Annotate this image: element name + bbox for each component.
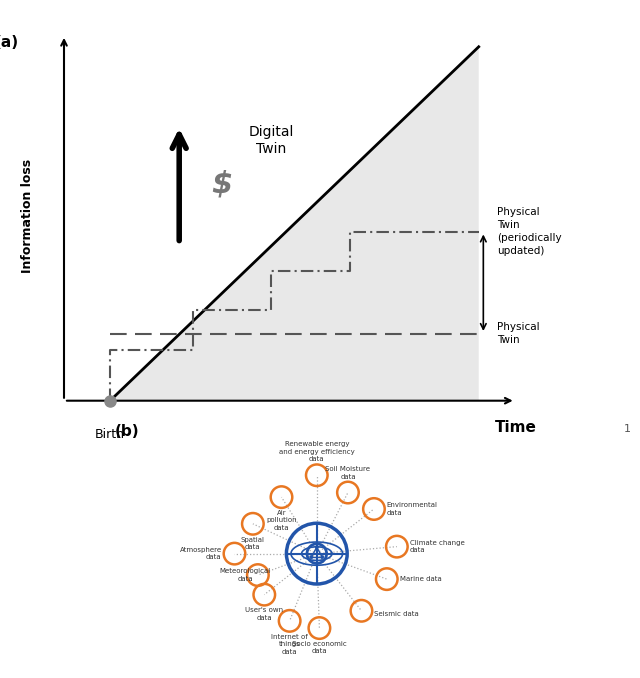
Text: Environmental
data: Environmental data: [387, 502, 438, 516]
Circle shape: [316, 546, 318, 549]
Text: User's own
data: User's own data: [245, 607, 284, 621]
Text: Air
pollution
data: Air pollution data: [266, 510, 297, 531]
Text: Birth: Birth: [95, 428, 125, 441]
Text: (a): (a): [0, 35, 19, 50]
Text: Physical
Twin: Physical Twin: [497, 322, 540, 346]
Text: 1: 1: [623, 424, 630, 434]
Text: Soil Moisture
data: Soil Moisture data: [326, 466, 371, 480]
Text: Spatial
data: Spatial data: [241, 536, 265, 550]
Text: $: $: [211, 170, 233, 199]
Text: Climate change
data: Climate change data: [410, 540, 465, 553]
Text: Socio economic
data: Socio economic data: [292, 641, 347, 654]
Text: Marine data: Marine data: [399, 576, 441, 582]
Polygon shape: [110, 47, 479, 401]
Circle shape: [321, 555, 324, 559]
Text: Internet of
things
data: Internet of things data: [271, 634, 308, 654]
Text: (b): (b): [115, 424, 140, 439]
Text: Atmosphere
data: Atmosphere data: [180, 547, 221, 561]
Text: Digital
Twin: Digital Twin: [249, 125, 294, 156]
Text: Renewable energy
and energy efficiency
data: Renewable energy and energy efficiency d…: [279, 441, 355, 462]
Text: Meteorological
data: Meteorological data: [220, 568, 271, 582]
Text: Physical
Twin
(periodically
updated): Physical Twin (periodically updated): [497, 207, 562, 256]
Circle shape: [310, 555, 313, 559]
Text: Information loss: Information loss: [20, 159, 34, 273]
Text: Time: Time: [495, 420, 536, 435]
Text: Seismic data: Seismic data: [374, 611, 419, 617]
